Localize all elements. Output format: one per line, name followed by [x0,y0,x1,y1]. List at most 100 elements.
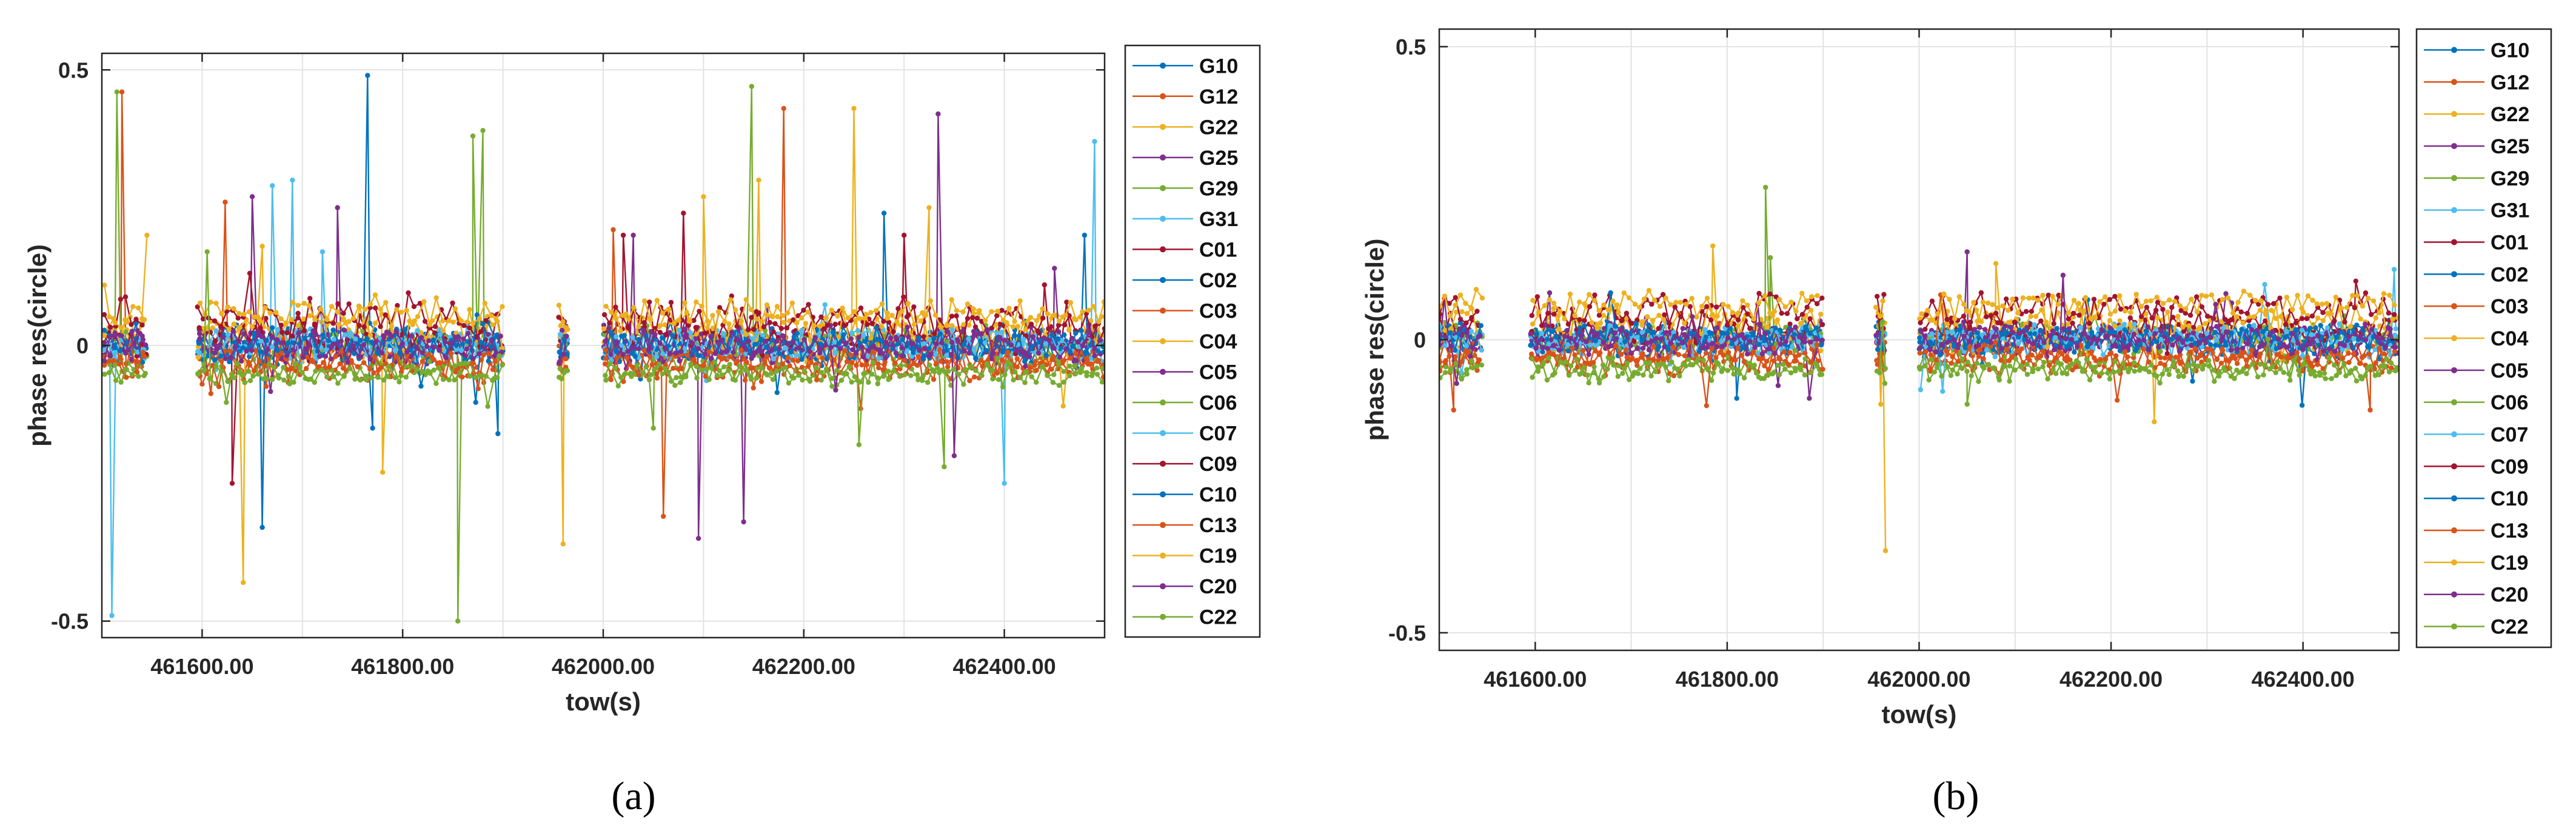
data-point-C13 [1084,356,1090,362]
data-point-C13 [1094,359,1100,364]
legend-item-C20[interactable]: C20 [1132,575,1237,598]
data-point-C04 [2203,321,2208,326]
legend-item-C01[interactable]: C01 [1132,238,1237,261]
data-point-C13 [738,347,744,353]
data-point-C07 [782,344,788,350]
data-point-C06 [927,362,932,368]
legend-item-C13[interactable]: C13 [1132,514,1237,537]
data-point-C04 [1808,307,1814,313]
data-point-C13 [1051,354,1056,359]
data-point-C22 [714,373,720,378]
data-point-C03 [654,375,660,381]
data-point-C01 [263,316,269,321]
data-point-C05 [559,327,565,333]
data-point-C04 [1650,318,1656,324]
legend-marker [1160,124,1166,130]
data-point-C20 [724,349,729,354]
data-point-C02 [370,425,375,431]
legend-item-C02[interactable]: C02 [1132,269,1237,292]
data-point-C06 [942,464,947,470]
data-point-C07 [771,356,777,362]
legend-item-C05[interactable]: C05 [1132,361,1237,384]
data-point-C09 [289,333,295,339]
data-point-C20 [260,334,266,339]
legend-item-G12[interactable]: G12 [1132,85,1238,108]
data-point-C19 [603,304,609,309]
legend-item-C10[interactable]: C10 [1132,484,1237,507]
data-point-G31 [1756,351,1761,356]
data-point-C09 [218,324,224,329]
legend-item-C19[interactable]: C19 [1132,545,1237,568]
data-point-C20 [265,347,270,352]
data-point-C22 [1100,365,1105,372]
data-point-C05 [1533,345,1539,351]
data-point-C04 [1818,312,1824,317]
data-point-G25 [935,111,941,117]
data-point-C03 [854,362,859,369]
data-point-C22 [297,364,303,370]
data-point-C22 [195,372,201,377]
data-point-C20 [284,353,290,358]
data-point-C10 [1101,349,1105,355]
data-point-C06 [915,377,921,382]
data-point-C06 [770,377,776,382]
data-point-C20 [883,355,888,361]
legend-item-C07[interactable]: C07 [1132,422,1237,445]
legend-item-G29[interactable]: G29 [1132,177,1238,200]
legend-item-C04[interactable]: C04 [1132,330,1237,353]
data-point-C05 [420,350,425,355]
data-point-C02 [2054,325,2059,332]
data-point-C07 [392,347,398,353]
legend-item-C22[interactable]: C22 [1132,606,1237,629]
data-point-C10 [1083,349,1089,355]
legend-item-C09[interactable]: C09 [1132,453,1237,476]
data-point-C04 [2347,324,2354,329]
data-point-C04 [2219,319,2224,324]
data-point-C04 [2234,314,2240,319]
data-point-G10 [2246,323,2252,329]
data-point-C22 [612,365,618,371]
data-point-C13 [744,359,749,365]
series-layer [102,73,1105,624]
legend-item-G10[interactable]: G10 [1132,55,1238,78]
data-point-C22 [347,366,353,372]
data-point-C10 [921,356,926,362]
data-point-C04 [301,316,307,322]
data-point-C07 [933,352,938,357]
data-point-C20 [1002,338,1008,343]
data-point-C19 [378,307,383,312]
series-layer [1439,184,2399,553]
data-point-C19 [817,323,823,329]
data-point-C13 [848,352,854,358]
data-point-C01 [2191,325,2196,330]
data-point-C20 [329,344,334,350]
x-tick-label: 462400.00 [953,654,1056,679]
data-point-C20 [652,332,658,338]
data-point-C04 [971,311,977,316]
data-point-C10 [364,337,369,343]
data-point-C13 [700,363,706,369]
legend-item-G31[interactable]: G31 [1132,208,1238,231]
data-point-C19 [393,307,400,313]
data-point-C20 [389,334,394,340]
legend-item-C03[interactable]: C03 [1132,299,1237,322]
legend-item-G22[interactable]: G22 [1132,116,1238,139]
data-point-C20 [712,351,718,356]
data-point-C13 [994,370,1000,376]
data-point-C10 [916,335,922,341]
data-point-C09 [686,322,691,328]
legend-item-C06[interactable]: C06 [1132,392,1237,415]
data-point-C10 [863,339,868,344]
data-point-C19 [687,318,693,324]
legend-marker [1160,491,1166,498]
legend-item-G25[interactable]: G25 [1132,147,1238,170]
data-point-C19 [560,319,566,324]
data-point-C22 [1079,365,1085,371]
data-point-C09 [139,322,145,328]
data-point-C22 [908,373,914,378]
data-point-C19 [213,301,219,306]
data-point-C22 [403,375,409,380]
data-point-G31 [2121,321,2127,327]
data-point-C05 [860,354,866,359]
data-point-C01 [1656,325,1661,332]
